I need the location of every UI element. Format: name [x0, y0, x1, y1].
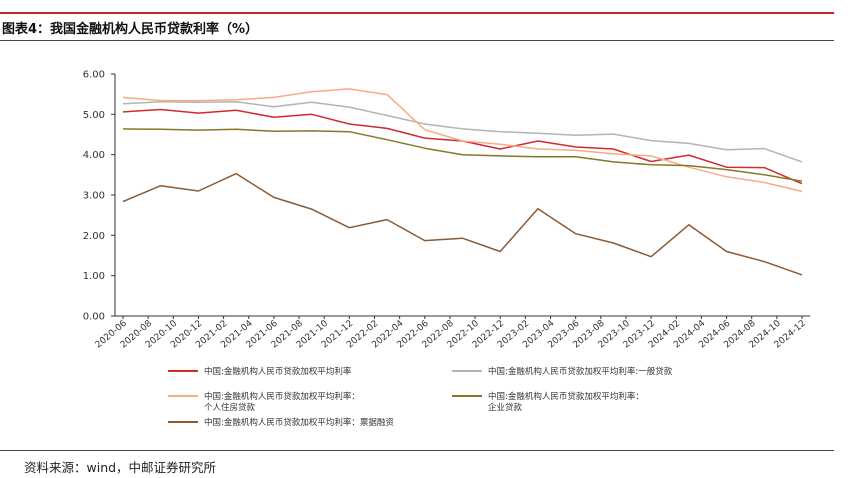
legend-label-3: 个人住房贷款 [204, 402, 256, 413]
figure-title: 图表4：我国金融机构人民币贷款利率（%） [2, 22, 259, 37]
y-tick-label: 4.00 [83, 150, 105, 161]
y-tick-label: 2.00 [83, 231, 105, 242]
y-tick-label: 5.00 [83, 110, 105, 121]
y-tick-label: 0.00 [83, 312, 105, 323]
legend-label-5: 中国:金融机构人民币贷款加权平均利率：票据融资 [204, 417, 394, 428]
footer-divider [0, 450, 834, 451]
legend-label-1: 中国:金融机构人民币贷款加权平均利率 [204, 366, 352, 377]
series-line-2 [122, 101, 803, 163]
chart-axes [114, 74, 810, 317]
y-tick-label: 1.00 [83, 271, 105, 282]
y-tick-label: 6.00 [83, 70, 105, 81]
chart-legend: 中国:金融机构人民币贷款加权平均利率 中国:金融机构人民币贷款加权平均利率:一般贷… [168, 366, 673, 428]
title-divider [0, 40, 834, 41]
legend-label-2: 中国:金融机构人民币贷款加权平均利率:一般贷款 [488, 366, 673, 377]
top-accent-rule [0, 12, 834, 14]
series-lines [122, 88, 803, 276]
series-line-5 [122, 172, 803, 276]
legend-label-3: 中国:金融机构人民币贷款加权平均利率： [204, 391, 360, 402]
legend-label-4: 中国:金融机构人民币贷款加权平均利率： [488, 391, 644, 402]
y-tick-label: 3.00 [83, 191, 105, 202]
series-line-1 [122, 108, 803, 185]
series-line-3 [122, 88, 803, 193]
series-line-4 [122, 128, 803, 183]
x-axis-ticks: 2020-062020-082020-102020-122021-022021-… [94, 316, 808, 350]
y-axis-ticks: 0.00 1.00 2.00 3.00 4.00 5.00 6.00 [83, 70, 115, 323]
source-note: 资料来源：wind，中邮证券研究所 [24, 460, 217, 475]
legend-label-4: 企业贷款 [488, 402, 523, 413]
